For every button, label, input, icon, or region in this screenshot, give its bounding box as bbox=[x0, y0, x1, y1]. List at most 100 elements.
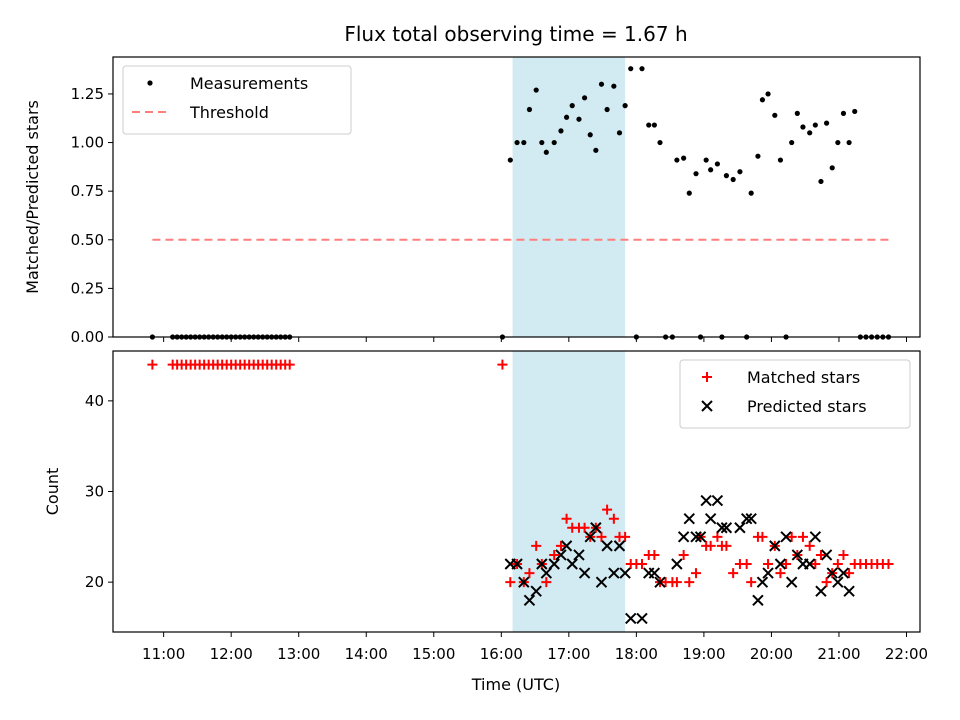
matched-star-point bbox=[691, 568, 702, 579]
legend-marker-matched bbox=[702, 372, 712, 382]
matched-star-point bbox=[602, 504, 613, 515]
predicted-star-point bbox=[625, 612, 637, 625]
x-tick-label: 15:00 bbox=[412, 645, 455, 663]
x-tick-label: 12:00 bbox=[210, 645, 253, 663]
matched-star-point bbox=[505, 577, 516, 588]
matched-star-point bbox=[531, 540, 542, 551]
measurement-point bbox=[558, 128, 564, 134]
measurement-point bbox=[714, 161, 721, 167]
measurement-point bbox=[846, 139, 852, 146]
measurement-point bbox=[812, 122, 818, 128]
matched-star-point bbox=[757, 531, 768, 542]
predicted-star-point bbox=[636, 612, 648, 625]
predicted-star-point bbox=[654, 576, 666, 588]
y-tick-label: 0.50 bbox=[71, 231, 104, 249]
observing-window-shade bbox=[512, 57, 626, 337]
y-tick-label: 30 bbox=[85, 483, 104, 501]
predicted-star-point bbox=[815, 585, 827, 597]
predicted-star-point bbox=[560, 540, 573, 552]
measurement-point bbox=[514, 139, 520, 146]
predicted-star-point bbox=[837, 567, 850, 579]
predicted-star-point bbox=[720, 522, 733, 534]
measurement-point bbox=[604, 106, 610, 113]
measurement-point bbox=[772, 112, 778, 118]
measurement-point bbox=[748, 190, 754, 196]
measurement-point bbox=[818, 178, 824, 185]
measurement-point bbox=[755, 153, 761, 159]
predicted-star-point bbox=[704, 512, 717, 525]
y-tick-label: 0.25 bbox=[71, 279, 104, 297]
predicted-star-point bbox=[540, 567, 553, 579]
matched-star-point bbox=[804, 540, 815, 551]
count-panel: 20 30 40 11:00 12:00 13:00 14:00 15:00 16:00 17:0… bbox=[43, 350, 928, 663]
x-tick-label: 13:00 bbox=[277, 645, 320, 663]
measurement-point bbox=[563, 114, 570, 120]
matched-star-point bbox=[821, 577, 832, 588]
predicted-star-point bbox=[780, 531, 792, 543]
y-axis-label: Count bbox=[43, 468, 62, 516]
y-tick-label: 20 bbox=[85, 573, 104, 591]
predicted-star-point bbox=[683, 512, 695, 525]
matched-star-point bbox=[746, 577, 757, 588]
predicted-star-point bbox=[752, 594, 764, 606]
measurement-point bbox=[730, 176, 736, 183]
matched-star-point bbox=[636, 559, 647, 570]
measurement-point bbox=[581, 95, 588, 101]
measurement-point bbox=[616, 130, 623, 136]
y-tick-label: 1.00 bbox=[71, 134, 104, 152]
measurement-point bbox=[657, 139, 663, 146]
matched-star-point bbox=[596, 531, 607, 542]
predicted-star-point bbox=[613, 540, 626, 552]
plot-frame bbox=[112, 350, 921, 633]
predicted-star-point bbox=[555, 549, 567, 561]
measurement-point bbox=[693, 171, 699, 177]
predicted-star-point bbox=[523, 594, 536, 606]
matched-star-point bbox=[741, 559, 752, 570]
predicted-star-point bbox=[843, 585, 855, 597]
measurement-point bbox=[708, 167, 714, 173]
measurement-point bbox=[543, 149, 549, 155]
legend-box bbox=[679, 359, 911, 429]
predicted-star-point bbox=[590, 522, 602, 534]
predicted-star-point bbox=[601, 540, 613, 552]
predicted-star-point bbox=[745, 512, 757, 525]
measurement-point bbox=[639, 66, 645, 72]
matched-star-point bbox=[678, 549, 689, 560]
predicted-star-point bbox=[578, 567, 591, 579]
predicted-star-point bbox=[573, 549, 585, 561]
measurement-point bbox=[840, 110, 847, 116]
predicted-star-point bbox=[608, 567, 620, 579]
measurement-point bbox=[622, 103, 628, 109]
predicted-star-point bbox=[694, 531, 707, 543]
legend: Measurements Threshold bbox=[122, 65, 352, 135]
measurement-point bbox=[611, 83, 617, 89]
measurement-point bbox=[576, 116, 582, 122]
predicted-star-point bbox=[671, 558, 683, 570]
predicted-star-point bbox=[785, 576, 798, 588]
x-tick-label: 22:00 bbox=[885, 645, 928, 663]
predicted-star-point bbox=[740, 512, 753, 525]
measurement-point bbox=[852, 108, 858, 115]
measurement-point bbox=[551, 139, 557, 146]
predicted-star-point bbox=[677, 531, 690, 543]
matched-star-point bbox=[786, 531, 797, 542]
matched-star-point bbox=[775, 568, 786, 579]
matched-star-point bbox=[705, 540, 716, 551]
y-tick-label: 1.25 bbox=[71, 85, 104, 103]
legend-label: Matched stars bbox=[747, 368, 860, 387]
predicted-star-point bbox=[566, 558, 578, 570]
measurement-point bbox=[800, 124, 806, 130]
matched-star-point bbox=[712, 531, 723, 542]
measurement-point bbox=[587, 132, 593, 138]
x-tick-label: 16:00 bbox=[480, 645, 523, 663]
predicted-star-point bbox=[832, 576, 844, 588]
plot-frame bbox=[112, 56, 921, 338]
predicted-star-point bbox=[595, 576, 608, 588]
x-tick-label: 14:00 bbox=[345, 645, 388, 663]
measurement-point bbox=[526, 106, 533, 113]
x-tick-label: 17:00 bbox=[547, 645, 590, 663]
chart-title: Flux total observing time = 1.67 h bbox=[344, 22, 687, 46]
matched-star-point bbox=[555, 540, 566, 551]
predicted-star-point bbox=[690, 531, 702, 543]
